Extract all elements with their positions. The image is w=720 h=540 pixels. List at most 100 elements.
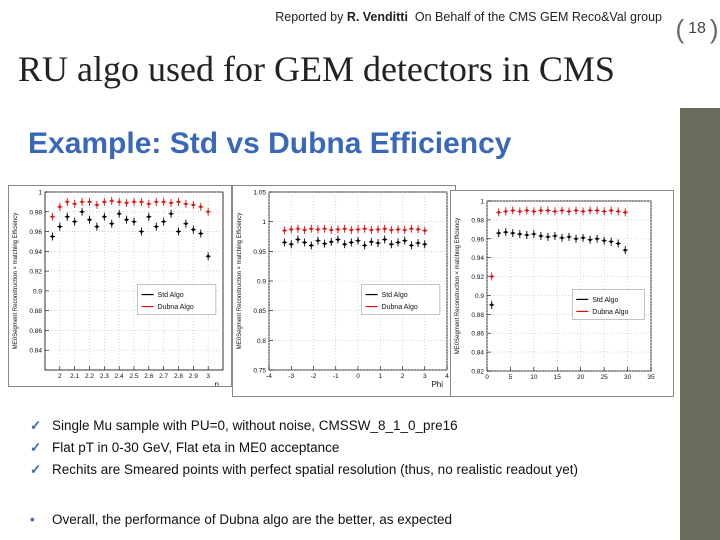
data-point <box>553 234 557 238</box>
y-axis-label: ME0Segment Reconstruction × matching Eff… <box>237 213 243 349</box>
data-point <box>296 238 300 241</box>
data-point <box>140 230 143 233</box>
data-point <box>102 215 106 219</box>
data-point <box>389 228 393 232</box>
data-point <box>296 227 300 231</box>
plot-eta-svg: 0.84 0.86 0.88 0.9 0.92 0.94 0.96 0.98 1 2 2.1 2.2 2… <box>13 190 224 389</box>
data-point <box>191 203 195 207</box>
data-point <box>396 227 400 231</box>
y-tick-label: 0.94 <box>29 249 42 256</box>
x-tick-label: -2 <box>311 373 317 380</box>
bullet-2-text: Flat pT in 0-30 GeV, Flat eta in ME0 acc… <box>52 440 340 455</box>
data-point <box>574 237 578 241</box>
x-tick-label: 2.2 <box>85 373 94 380</box>
data-point <box>581 209 585 213</box>
x-tick-label: 35 <box>647 374 655 381</box>
x-tick-label: 2 <box>58 373 62 380</box>
y-tick-label: 0.95 <box>253 249 266 256</box>
x-tick-label: 2.7 <box>159 373 168 380</box>
left-bracket-icon: ( <box>675 14 685 44</box>
data-point <box>73 220 77 224</box>
data-point <box>283 229 286 232</box>
data-point <box>595 209 599 212</box>
data-point <box>389 242 393 246</box>
y-tick-label: 1 <box>38 190 42 197</box>
data-point <box>343 242 347 246</box>
data-point <box>329 240 333 244</box>
data-point <box>410 244 413 247</box>
x-tick-label: 0 <box>485 374 489 381</box>
x-tick-label: 2.1 <box>70 373 79 380</box>
data-point <box>349 228 353 232</box>
data-point <box>289 242 293 246</box>
data-point <box>518 209 522 213</box>
bullet-2: ✓ Flat pT in 0-30 GeV, Flat eta in ME0 ac… <box>30 440 339 456</box>
x-tick-label: -4 <box>266 373 272 380</box>
data-point <box>80 200 84 204</box>
data-point <box>329 228 333 232</box>
data-point <box>532 232 536 236</box>
data-point <box>560 236 564 240</box>
data-point <box>336 238 340 241</box>
bullet-dot-icon: • <box>30 512 35 527</box>
data-point <box>349 241 353 244</box>
page-number: ( 18 ) <box>675 14 718 44</box>
x-tick-label: 20 <box>577 374 585 381</box>
data-point <box>574 209 578 212</box>
x-tick-label: 2.9 <box>189 373 198 380</box>
check-icon: ✓ <box>30 440 42 455</box>
legend-label: Dubna Algo <box>382 304 418 311</box>
x-axis-label: Phi <box>431 380 443 389</box>
data-point <box>184 222 188 226</box>
data-point <box>283 241 286 244</box>
data-point <box>316 227 320 231</box>
data-point <box>616 242 620 245</box>
data-point <box>423 229 427 232</box>
data-point <box>58 225 62 229</box>
plot-eta: 0.84 0.86 0.88 0.9 0.92 0.94 0.96 0.98 1 2 2.1 2.2 2… <box>8 185 232 389</box>
data-point <box>546 235 550 239</box>
data-point <box>110 222 114 226</box>
y-tick-label: 0.92 <box>29 269 42 276</box>
y-tick-label: 0.75 <box>253 368 266 375</box>
bullet-3-text: Rechits are Smeared points with perfect … <box>52 462 579 477</box>
data-point <box>602 209 606 213</box>
data-point <box>581 236 585 240</box>
page-number-value: 18 <box>688 20 706 37</box>
data-point <box>497 210 501 214</box>
data-point <box>356 239 360 243</box>
y-tick-label: 0.9 <box>33 288 42 295</box>
x-tick-label: 2.4 <box>115 373 124 380</box>
data-point <box>336 227 340 231</box>
header-reported-by: Reported by <box>275 10 344 24</box>
x-tick-label: 3 <box>423 373 427 380</box>
data-point <box>410 227 413 231</box>
x-tick-label: -1 <box>333 373 339 380</box>
data-point <box>199 205 203 209</box>
y-tick-label: 0.92 <box>471 274 484 281</box>
x-tick-label: 5 <box>509 374 513 381</box>
data-point <box>58 205 62 209</box>
data-point <box>73 202 77 206</box>
data-point <box>623 210 627 214</box>
legend-label: Std Algo <box>382 292 408 299</box>
x-tick-label: 1 <box>378 373 382 380</box>
data-point <box>169 212 173 216</box>
legend-box <box>571 289 645 320</box>
data-point <box>303 228 306 232</box>
data-point <box>567 209 571 213</box>
y-tick-label: 0.88 <box>471 312 484 319</box>
bullet-3: ✓ Rechits are Smeared points with perfect… <box>30 462 578 478</box>
data-point <box>623 248 627 252</box>
plot-pt: 0.82 0.84 0.86 0.88 0.9 0.92 0.94 0.96 0.98 1 0 5 10… <box>450 190 674 397</box>
data-point <box>117 212 121 216</box>
data-point <box>323 227 327 231</box>
y-tick-label: 0.88 <box>29 308 42 315</box>
y-tick-label: 0.82 <box>471 369 484 376</box>
x-tick-label: -3 <box>288 373 294 380</box>
y-tick-label: 0.84 <box>471 350 484 357</box>
data-point <box>95 203 99 207</box>
data-point <box>88 200 91 204</box>
y-tick-label: 0.84 <box>29 348 42 355</box>
data-point <box>376 227 380 231</box>
